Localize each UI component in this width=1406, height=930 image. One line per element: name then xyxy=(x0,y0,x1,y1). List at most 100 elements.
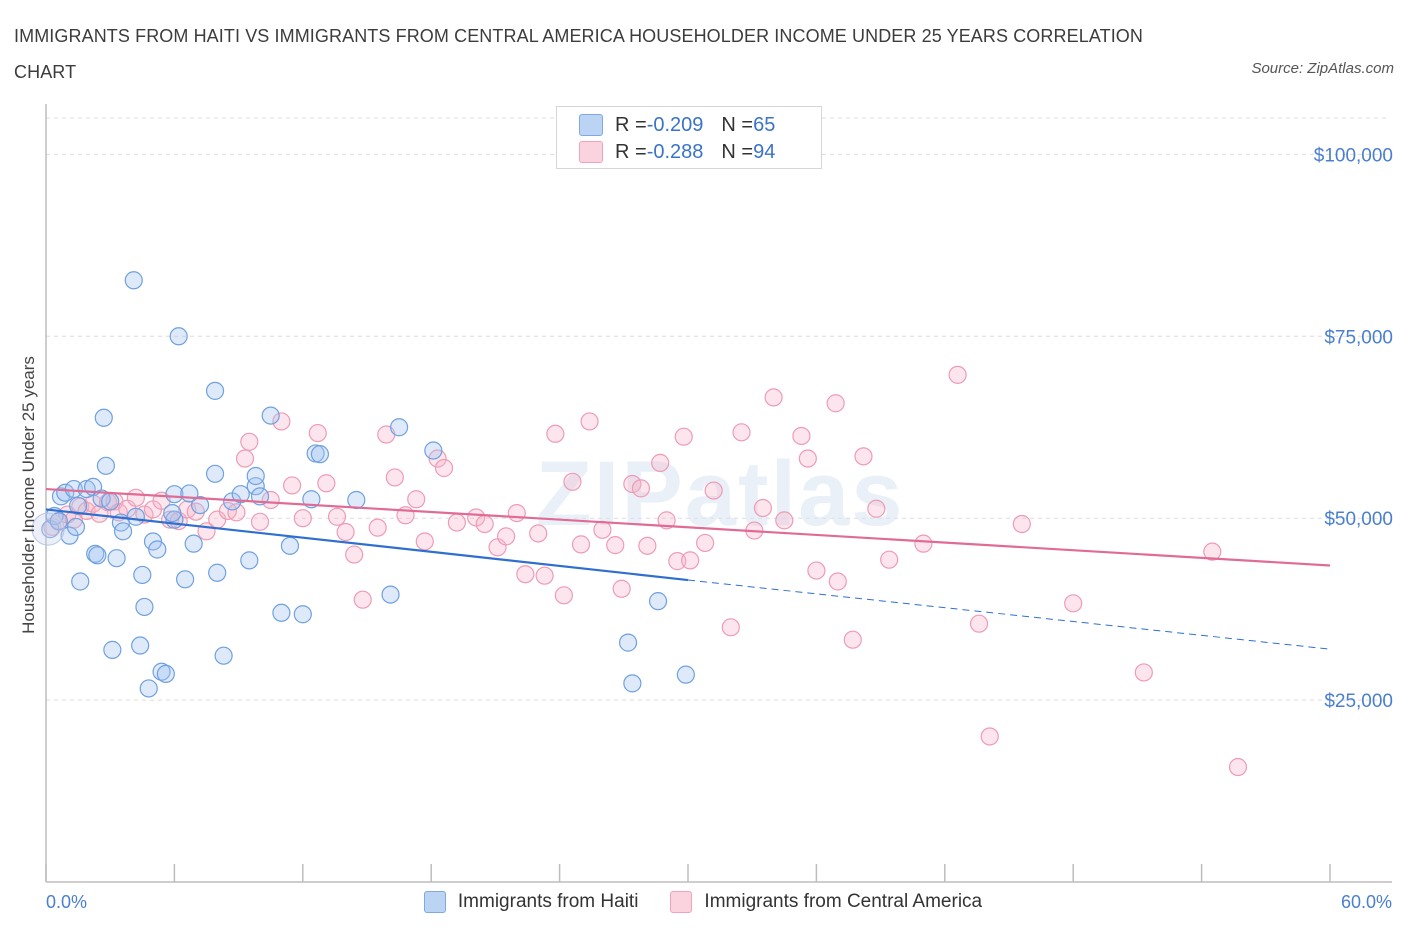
point-central-america xyxy=(385,468,404,487)
point-central-america xyxy=(623,474,642,494)
point-haiti xyxy=(246,466,265,486)
point-haiti xyxy=(424,441,443,460)
point-haiti xyxy=(169,327,188,346)
point-haiti xyxy=(101,492,120,511)
point-haiti xyxy=(66,517,86,537)
point-central-america xyxy=(261,490,280,510)
point-central-america xyxy=(826,394,845,413)
point-haiti xyxy=(190,495,210,515)
series-haiti xyxy=(31,271,695,698)
point-central-america xyxy=(593,520,612,539)
point-haiti xyxy=(310,445,330,464)
y-tick-labels: $25,000 $50,000 $75,000 $100,000 xyxy=(1314,145,1393,712)
point-central-america xyxy=(696,533,715,553)
point-central-america xyxy=(807,561,826,580)
point-haiti xyxy=(246,477,265,496)
point-haiti xyxy=(347,490,366,510)
point-haiti xyxy=(107,549,126,568)
y-axis-label: Householder Income Under 25 years xyxy=(19,356,38,634)
point-central-america xyxy=(571,535,591,554)
grid-lines xyxy=(46,117,1390,701)
point-central-america xyxy=(293,509,312,528)
point-haiti xyxy=(71,572,90,591)
r-label: R = xyxy=(615,113,647,136)
point-central-america xyxy=(546,424,565,443)
point-central-america xyxy=(434,458,454,478)
point-central-america xyxy=(980,727,999,746)
point-central-america xyxy=(272,412,291,431)
point-central-america xyxy=(721,618,740,637)
point-central-america xyxy=(1203,542,1222,561)
stats-legend: R = -0.209 N = 65 R = -0.288 N = 94 xyxy=(556,106,822,169)
point-haiti xyxy=(113,522,133,541)
point-haiti xyxy=(49,512,68,531)
n-value: 94 xyxy=(753,140,776,163)
swatch-haiti xyxy=(423,891,446,913)
point-central-america xyxy=(651,453,670,472)
source-note: Source: ZipAtlas.com xyxy=(1251,60,1394,77)
point-haiti xyxy=(139,679,158,698)
legend-label: Immigrants from Central America xyxy=(704,891,983,912)
point-central-america xyxy=(507,503,526,523)
point-central-america xyxy=(353,590,372,609)
point-central-america xyxy=(554,586,573,605)
r-value: -0.209 xyxy=(646,113,704,136)
legend-label: Immigrants from Haiti xyxy=(457,891,639,912)
trend-haiti xyxy=(45,508,689,582)
point-haiti xyxy=(180,484,199,503)
n-value: 65 xyxy=(753,113,776,136)
stats-row-haiti: R = -0.209 N = 65 xyxy=(579,112,775,138)
point-central-america xyxy=(497,527,516,546)
point-central-america xyxy=(948,365,967,384)
point-central-america xyxy=(475,514,494,534)
point-central-america xyxy=(447,513,466,532)
point-haiti xyxy=(381,585,400,604)
point-haiti xyxy=(94,408,113,427)
point-haiti xyxy=(261,406,280,425)
n-label: N = xyxy=(721,113,754,136)
r-value: -0.288 xyxy=(646,140,704,163)
series-central-america xyxy=(43,365,1248,777)
point-haiti xyxy=(135,597,154,617)
y-tick-label: $75,000 xyxy=(1324,327,1393,348)
point-haiti xyxy=(208,563,227,582)
legend-item-haiti[interactable]: Immigrants from Haiti xyxy=(423,891,639,913)
point-haiti xyxy=(88,546,107,565)
swatch-central-america xyxy=(579,141,603,163)
x-tick-label-min: 0.0% xyxy=(46,892,87,912)
point-haiti xyxy=(103,640,122,659)
trend-haiti-extrapolated xyxy=(687,579,1331,650)
point-haiti-large xyxy=(31,512,65,546)
series-legend: Immigrants from Haiti Immigrants from Ce… xyxy=(0,888,1406,916)
point-central-america xyxy=(914,534,933,553)
point-central-america xyxy=(415,532,434,551)
point-central-america xyxy=(1064,594,1083,613)
point-haiti xyxy=(96,456,116,475)
y-tick-label: $100,000 xyxy=(1314,145,1393,166)
legend-item-central-america[interactable]: Immigrants from Central America xyxy=(670,891,982,913)
n-label: N = xyxy=(721,140,754,163)
point-central-america xyxy=(368,518,387,537)
point-central-america xyxy=(775,511,794,530)
point-haiti xyxy=(184,534,203,553)
point-central-america xyxy=(969,614,989,633)
y-tick-label: $25,000 xyxy=(1324,691,1393,712)
point-central-america xyxy=(1012,514,1031,534)
stats-row-central-america: R = -0.288 N = 94 xyxy=(579,139,775,165)
point-central-america xyxy=(732,423,751,442)
point-haiti xyxy=(156,664,175,684)
point-central-america xyxy=(563,472,582,491)
chart-title: IMMIGRANTS FROM HAITI VS IMMIGRANTS FROM… xyxy=(14,26,1143,82)
point-central-america xyxy=(828,572,847,591)
watermark: ZIPatlas xyxy=(536,443,905,545)
point-haiti xyxy=(280,536,300,555)
point-central-america xyxy=(240,432,259,451)
point-central-america xyxy=(1134,663,1153,682)
point-haiti xyxy=(64,479,83,499)
point-central-america xyxy=(535,566,554,585)
point-central-america xyxy=(867,499,886,518)
trend-central-america xyxy=(45,487,1331,567)
point-haiti xyxy=(205,464,225,483)
point-haiti xyxy=(623,674,642,693)
point-central-america xyxy=(753,498,773,518)
